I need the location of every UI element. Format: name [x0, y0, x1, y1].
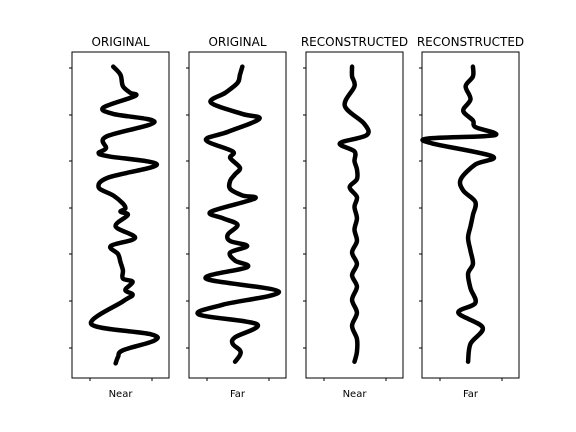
x-axis-label: Near	[343, 389, 368, 400]
trace-line	[195, 64, 281, 364]
trace-line	[420, 64, 499, 364]
panel-frame	[305, 51, 404, 379]
x-axis-label: Near	[109, 389, 134, 400]
panel-frame	[421, 51, 520, 379]
trace-line	[88, 64, 160, 366]
panel-3: RECONSTRUCTED Near	[301, 35, 408, 400]
panel-title: RECONSTRUCTED	[417, 35, 524, 49]
panel-frame	[188, 51, 287, 379]
trace-line	[337, 64, 371, 364]
panel-1: ORIGINAL Near	[69, 35, 170, 400]
panel-title: ORIGINAL	[91, 35, 149, 49]
panel-title: RECONSTRUCTED	[301, 35, 408, 49]
panel-title: ORIGINAL	[208, 35, 266, 49]
x-axis-label: Far	[463, 389, 479, 400]
panels-layer: ORIGINAL Near ORIGINAL Far RECONSTRUCTED Near…	[69, 35, 524, 400]
panel-2: ORIGINAL Far	[186, 35, 287, 400]
panel-frame	[71, 51, 170, 379]
panel-4: RECONSTRUCTED Far	[417, 35, 524, 400]
x-axis-label: Far	[230, 389, 246, 400]
